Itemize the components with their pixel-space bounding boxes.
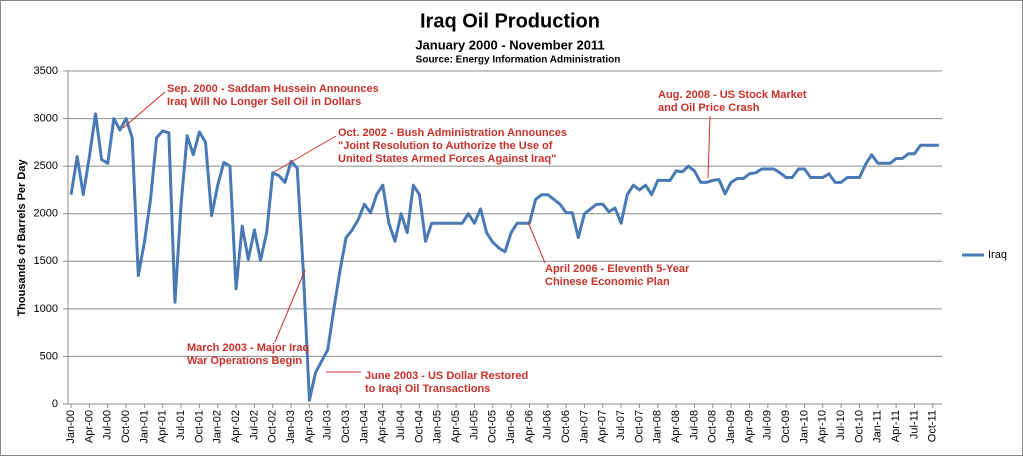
x-tick-label: Apr-04 (377, 410, 389, 443)
x-tick-label: Jul-04 (395, 410, 407, 440)
x-tick-label: Apr-08 (670, 410, 682, 443)
x-tick-label: Jan-00 (65, 410, 77, 444)
y-axis-label: Thousands of Barrels Per Day (16, 159, 28, 317)
legend-label: Iraq (988, 249, 1007, 261)
x-tick-label: Jan-10 (798, 410, 810, 444)
annotation: "Joint Resolution to Authorize the Use o… (338, 140, 553, 152)
annotation: April 2006 - Eleventh 5-Year (545, 263, 690, 275)
x-tick-label: Jul-03 (322, 410, 334, 440)
y-tick-label: 2000 (34, 208, 58, 220)
x-tick-label: Jul-01 (175, 410, 187, 440)
x-tick-label: Apr-02 (230, 410, 242, 443)
x-tick-label: Oct-06 (560, 410, 572, 443)
x-tick-label: Oct-04 (413, 410, 425, 443)
x-tick-label: Jul-06 (542, 410, 554, 440)
annotation-leader (274, 269, 306, 343)
y-tick-label: 1500 (34, 255, 58, 267)
x-tick-label: Apr-03 (303, 410, 315, 443)
x-tick-label: Jan-09 (725, 410, 737, 444)
annotation: Chinese Economic Plan (545, 276, 670, 288)
x-tick-label: Jul-11 (908, 410, 920, 439)
x-tick-label: Jan-06 (505, 410, 517, 444)
x-tick-label: Oct-07 (633, 410, 645, 443)
x-tick-label: Apr-01 (157, 410, 169, 443)
y-tick-label: 3500 (34, 65, 58, 77)
chart-subtitle: January 2000 - November 2011 (415, 37, 604, 52)
annotation: Iraq Will No Longer Sell Oil in Dollars (167, 96, 361, 108)
x-tick-label: Jan-02 (212, 410, 224, 444)
x-tick-label: Apr-07 (597, 410, 609, 443)
chart-title: Iraq Oil Production (420, 10, 600, 32)
x-tick-label: Apr-05 (450, 410, 462, 443)
annotation: War Operations Begin (187, 355, 302, 367)
annotation-leader (273, 135, 337, 173)
x-tick-label: Apr-06 (523, 410, 535, 443)
x-tick-label: Apr-10 (817, 410, 829, 443)
x-tick-label: Jul-02 (248, 410, 260, 440)
x-tick-label: Jan-05 (432, 410, 444, 444)
x-tick-label: Oct-00 (120, 410, 132, 443)
y-tick-label: 3000 (34, 112, 58, 124)
x-tick-label: Jan-01 (138, 410, 150, 444)
x-tick-label: Apr-11 (890, 410, 902, 442)
annotation: and Oil Price Crash (658, 102, 760, 114)
x-tick-label: Jul-00 (102, 410, 114, 440)
annotation: Oct. 2002 - Bush Administration Announce… (338, 127, 567, 139)
x-tick-label: Jul-08 (688, 410, 700, 440)
data-line (69, 112, 939, 402)
annotation-leader (122, 91, 166, 129)
annotation-leader (527, 221, 546, 264)
x-tick-label: Jan-08 (652, 410, 664, 444)
annotation: June 2003 - US Dollar Restored (365, 370, 528, 382)
x-tick-label: Jan-03 (285, 410, 297, 444)
x-tick-label: Jul-07 (615, 410, 627, 440)
annotation: Aug. 2008 - US Stock Market (658, 89, 807, 101)
y-tick-label: 500 (40, 350, 58, 362)
annotation: March 2003 - Major Iraq (187, 342, 309, 354)
chart-source: Source: Energy Information Administratio… (416, 55, 621, 66)
x-tick-label: Oct-10 (853, 410, 865, 443)
x-tick-label: Jan-11 (872, 410, 884, 443)
annotation: United States Armed Forces Against Iraq" (338, 153, 556, 165)
annotation: Sep. 2000 - Saddam Hussein Announces (167, 83, 379, 95)
x-tick-label: Jul-05 (468, 410, 480, 440)
x-tick-label: Apr-09 (743, 410, 755, 443)
x-tick-label: Jul-09 (762, 410, 774, 440)
annotation: to Iraqi Oil Transactions (365, 383, 490, 395)
x-tick-label: Oct-11 (927, 410, 939, 442)
x-tick-label: Oct-03 (340, 410, 352, 443)
y-tick-label: 2500 (34, 160, 58, 172)
x-tick-label: Oct-05 (487, 410, 499, 443)
x-tick-label: Jan-04 (358, 410, 370, 444)
annotation-leader (707, 115, 711, 179)
x-tick-label: Oct-02 (267, 410, 279, 443)
x-tick-label: Jan-07 (578, 410, 590, 444)
x-tick-label: Jul-10 (835, 410, 847, 440)
x-tick-label: Apr-00 (83, 410, 95, 443)
x-tick-label: Oct-09 (780, 410, 792, 443)
x-tick-label: Oct-01 (193, 410, 205, 443)
y-tick-label: 1000 (34, 303, 58, 315)
y-tick-label: 0 (52, 398, 58, 410)
x-tick-label: Oct-08 (707, 410, 719, 443)
